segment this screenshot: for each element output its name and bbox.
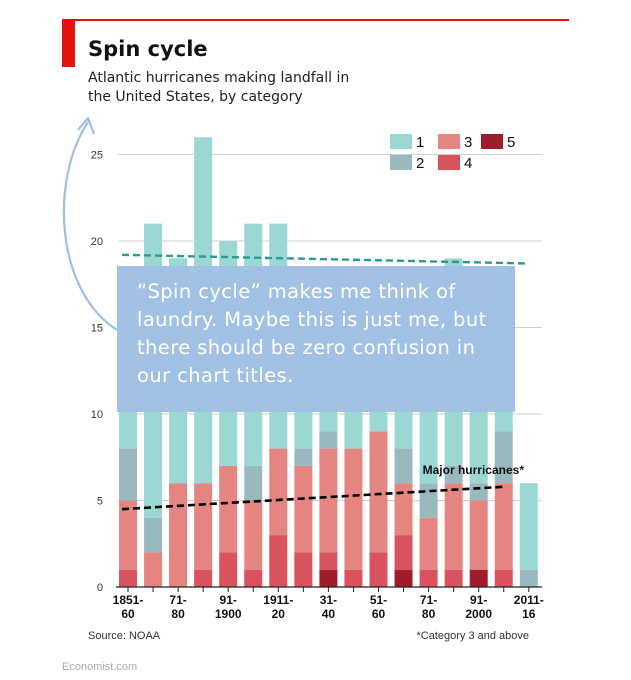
x-tick-label: 31- [320,593,337,607]
bar-segment-cat3 [319,448,338,553]
x-tick-label: 91- [220,593,237,607]
legend-label-cat4: 4 [464,155,472,172]
all-hurricanes-trend-line [121,253,529,265]
bar-segment-cat2 [119,448,137,501]
chart-subtitle-line-1: Atlantic hurricanes making landfall in [88,70,349,86]
bar-segment-cat2 [144,517,163,553]
major-hurricanes-trend-line [121,485,506,511]
bar-segment-cat3 [469,500,488,570]
bar-segment-cat4 [194,569,213,587]
y-tick-label: 0 [97,582,103,594]
x-tick-label: 1900 [215,607,242,621]
bar-segment-cat2 [394,448,413,484]
x-tick-label: 40 [322,607,336,621]
x-tick-label: 16 [522,607,536,621]
bar-segment-cat2 [294,448,313,466]
legend-label-cat5: 5 [507,134,515,151]
x-tick-label: 2000 [465,607,492,621]
chart-subtitle-line-2: the United States, by category [88,89,303,105]
bar-segment-cat3 [394,483,413,536]
legend-swatch-cat2 [390,155,412,170]
x-tick-label: 71- [169,593,186,607]
bar-segment-cat2 [519,569,538,587]
bar-segment-cat3 [269,448,288,536]
bar-segment-cat1 [519,483,538,570]
bar-segment-cat4 [494,569,513,587]
bar-segment-cat3 [119,500,137,570]
y-tick-label: 10 [91,409,103,421]
x-axis-ticks: 1851-6071-8091-19001911-2031-4051-6071-8… [113,586,544,621]
bar-segment-cat3 [444,483,463,570]
bar-segment-cat2 [469,483,488,501]
bar-segment-cat4 [119,569,137,587]
legend-swatch-cat1 [390,134,412,149]
x-tick-label: 60 [121,607,135,621]
bar-segment-cat2 [319,431,338,449]
bar-segment-cat5 [469,569,488,587]
x-tick-label: 20 [272,607,286,621]
bar-segment-cat3 [369,431,388,553]
y-axis-ticks: 0 5 10 15 20 25 [91,150,103,595]
legend-swatch-cat5 [481,134,503,149]
bar-segment-cat4 [294,552,313,587]
bar-segment-cat5 [394,569,413,587]
y-tick-label: 5 [97,496,103,508]
bar-segment-cat4 [394,535,413,570]
top-rule [62,19,569,21]
bar-segment-cat4 [219,552,238,587]
chart-title: Spin cycle [88,37,208,61]
bar-segment-cat3 [194,483,213,570]
legend-label-cat1: 1 [416,134,424,151]
footnote: *Category 3 and above [416,630,529,642]
accent-tag [62,19,75,67]
bar-segment-cat5 [319,569,338,587]
y-tick-label: 15 [91,323,103,335]
bar-segment-cat4 [419,569,438,587]
x-tick-label: 60 [372,607,386,621]
critique-callout: “Spin cycle” makes me think of laundry. … [117,266,515,412]
x-tick-label: 2011- [514,593,544,607]
bar-segment-cat4 [244,569,263,587]
bar-segment-cat3 [419,517,438,570]
bar-segment-cat3 [294,465,313,553]
x-tick-label: 91- [470,593,487,607]
trend-lines: Major hurricanes* [121,253,529,511]
x-tick-label: 71- [420,593,437,607]
bar-segment-cat4 [269,535,288,587]
arrow-head-icon [77,116,96,135]
legend-label-cat3: 3 [464,134,472,151]
x-tick-label: 1911- [263,593,293,607]
bar-segment-cat3 [344,448,363,570]
bar-segment-cat2 [444,465,463,484]
bar-segment-cat2 [494,431,513,484]
bar-segment-cat3 [169,483,188,587]
y-tick-label: 20 [91,236,103,248]
bar-segment-cat3 [219,465,238,553]
brand-credit: Economist.com [62,661,137,673]
legend-label-cat2: 2 [416,155,424,172]
curved-arrow [62,121,118,331]
bar-segment-cat4 [369,552,388,587]
bar-segment-cat2 [419,483,438,518]
bar-segment-cat4 [319,552,338,570]
major-hurricanes-label: Major hurricanes* [423,463,525,477]
x-tick-label: 51- [370,593,387,607]
x-tick-label: 80 [422,607,436,621]
legend-swatch-cat4 [438,155,460,170]
bar-segment-cat3 [144,552,163,587]
x-tick-label: 80 [171,607,185,621]
bar-segment-cat4 [344,569,363,587]
legend-swatch-cat3 [438,134,460,149]
legend: 1 3 5 2 4 [390,134,515,172]
bar-segment-cat4 [444,569,463,587]
bar-segment-cat3 [244,500,263,570]
bar-segment-cat3 [494,483,513,570]
x-tick-label: 1851- [113,593,144,607]
bar-segment-cat2 [244,465,263,501]
source-note: Source: NOAA [88,630,161,642]
y-tick-label: 25 [91,150,103,162]
